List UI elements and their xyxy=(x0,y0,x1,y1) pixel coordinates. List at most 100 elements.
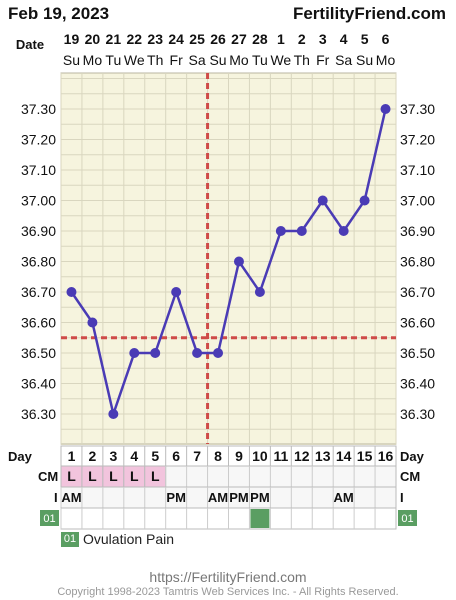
weekday-label: Sa xyxy=(189,52,206,68)
intercourse-value: AM xyxy=(61,490,81,505)
temperature-point xyxy=(296,226,307,236)
temperature-point xyxy=(108,409,119,419)
y-tick-right: 36.70 xyxy=(400,284,435,300)
chart-date-title: Feb 19, 2023 xyxy=(8,4,110,23)
date-label: 27 xyxy=(231,31,247,47)
day-number: 1 xyxy=(68,448,76,464)
date-label: 20 xyxy=(85,31,101,47)
y-tick-left: 36.30 xyxy=(21,406,56,422)
weekday-label: Fr xyxy=(316,52,330,68)
day-number: 7 xyxy=(193,448,201,464)
day-number: 12 xyxy=(294,448,310,464)
y-tick-right: 37.10 xyxy=(400,162,435,178)
day-number: 8 xyxy=(214,448,222,464)
symptom-mark xyxy=(250,509,270,528)
temperature-point xyxy=(150,348,161,358)
y-tick-right: 37.30 xyxy=(400,101,435,117)
temperature-point xyxy=(87,317,98,328)
temperature-point xyxy=(129,348,140,358)
y-tick-left: 37.00 xyxy=(21,193,56,209)
cm-value: L xyxy=(151,468,160,484)
date-label: 23 xyxy=(147,31,163,47)
date-label: 19 xyxy=(64,31,80,47)
date-label: 22 xyxy=(126,31,142,47)
legend-code: 01 xyxy=(61,531,79,547)
day-number: 3 xyxy=(109,448,117,464)
date-label: 21 xyxy=(106,31,122,47)
date-label: 28 xyxy=(252,31,268,47)
weekday-label: We xyxy=(124,52,145,68)
y-tick-right: 36.90 xyxy=(400,223,435,239)
y-tick-left: 36.50 xyxy=(21,345,56,361)
y-tick-left: 37.20 xyxy=(21,132,56,148)
y-tick-left: 37.30 xyxy=(21,101,56,117)
y-tick-right: 37.20 xyxy=(400,132,435,148)
date-label: 1 xyxy=(277,31,285,47)
weekday-label: Mo xyxy=(83,52,103,68)
day-number: 11 xyxy=(273,448,288,464)
intercourse-value: AM xyxy=(208,490,228,505)
weekday-label: Mo xyxy=(376,52,396,68)
y-tick-right: 36.60 xyxy=(400,315,435,331)
y-tick-left: 36.90 xyxy=(21,223,56,239)
y-tick-right: 36.50 xyxy=(400,345,435,361)
intercourse-value: PM xyxy=(229,490,249,505)
cm-value: L xyxy=(67,468,76,484)
y-tick-right: 37.00 xyxy=(400,193,435,209)
day-number: 14 xyxy=(336,448,352,464)
date-label: 4 xyxy=(340,31,348,47)
day-number: 5 xyxy=(151,448,159,464)
legend-label: Ovulation Pain xyxy=(83,531,175,547)
weekday-label: Su xyxy=(209,52,226,68)
temperature-point xyxy=(380,104,391,114)
day-number: 10 xyxy=(252,448,268,464)
cm-value: L xyxy=(130,468,139,484)
temperature-point xyxy=(66,287,77,297)
symptom-code-right-text: 01 xyxy=(401,513,413,525)
intercourse-value: AM xyxy=(334,490,354,505)
day-row-label-right: Day xyxy=(400,449,425,464)
weekday-label: Su xyxy=(63,52,80,68)
intercourse-value: PM xyxy=(166,490,186,505)
date-label: 5 xyxy=(361,31,369,47)
symptom-code-left-text: 01 xyxy=(43,513,55,525)
day-number: 2 xyxy=(89,448,97,464)
date-label: 3 xyxy=(319,31,327,47)
y-tick-right: 36.80 xyxy=(400,254,435,270)
temperature-line xyxy=(70,108,387,419)
y-tick-right: 36.40 xyxy=(400,376,435,392)
temperature-point xyxy=(213,348,224,358)
weekday-label: Th xyxy=(147,52,163,68)
symptom-code-right xyxy=(398,510,417,526)
day-number: 9 xyxy=(235,448,243,464)
temperature-point xyxy=(338,226,349,236)
day-number: 6 xyxy=(172,448,180,464)
intercourse-row-label-left: I xyxy=(54,490,58,505)
temperature-point xyxy=(359,195,370,206)
temperature-point xyxy=(192,348,203,358)
day-number: 4 xyxy=(130,448,138,464)
site-name: FertilityFriend.com xyxy=(292,4,446,23)
date-label: 24 xyxy=(168,31,184,47)
intercourse-value: PM xyxy=(250,490,270,505)
date-label: 25 xyxy=(189,31,205,47)
symptom-code-left xyxy=(40,510,59,526)
weekday-label: We xyxy=(270,52,291,68)
weekday-label: Mo xyxy=(229,52,249,68)
weekday-label: Fr xyxy=(170,52,184,68)
weekday-label: Th xyxy=(294,52,310,68)
day-row-label-left: Day xyxy=(8,449,33,464)
weekday-label: Tu xyxy=(252,52,268,68)
day-number: 16 xyxy=(378,448,394,464)
date-label: 26 xyxy=(210,31,226,47)
temperature-point xyxy=(171,287,182,297)
day-number: 13 xyxy=(315,448,331,464)
footer-copyright: Copyright 1998-2023 Tamtris Web Services… xyxy=(57,586,399,598)
temperature-point xyxy=(233,256,244,267)
footer-url[interactable]: https://FertilityFriend.com xyxy=(149,569,307,585)
intercourse-row-label-right: I xyxy=(400,490,404,505)
y-tick-left: 37.10 xyxy=(21,162,56,178)
date-label: 2 xyxy=(298,31,306,47)
temperature-point xyxy=(275,226,286,236)
